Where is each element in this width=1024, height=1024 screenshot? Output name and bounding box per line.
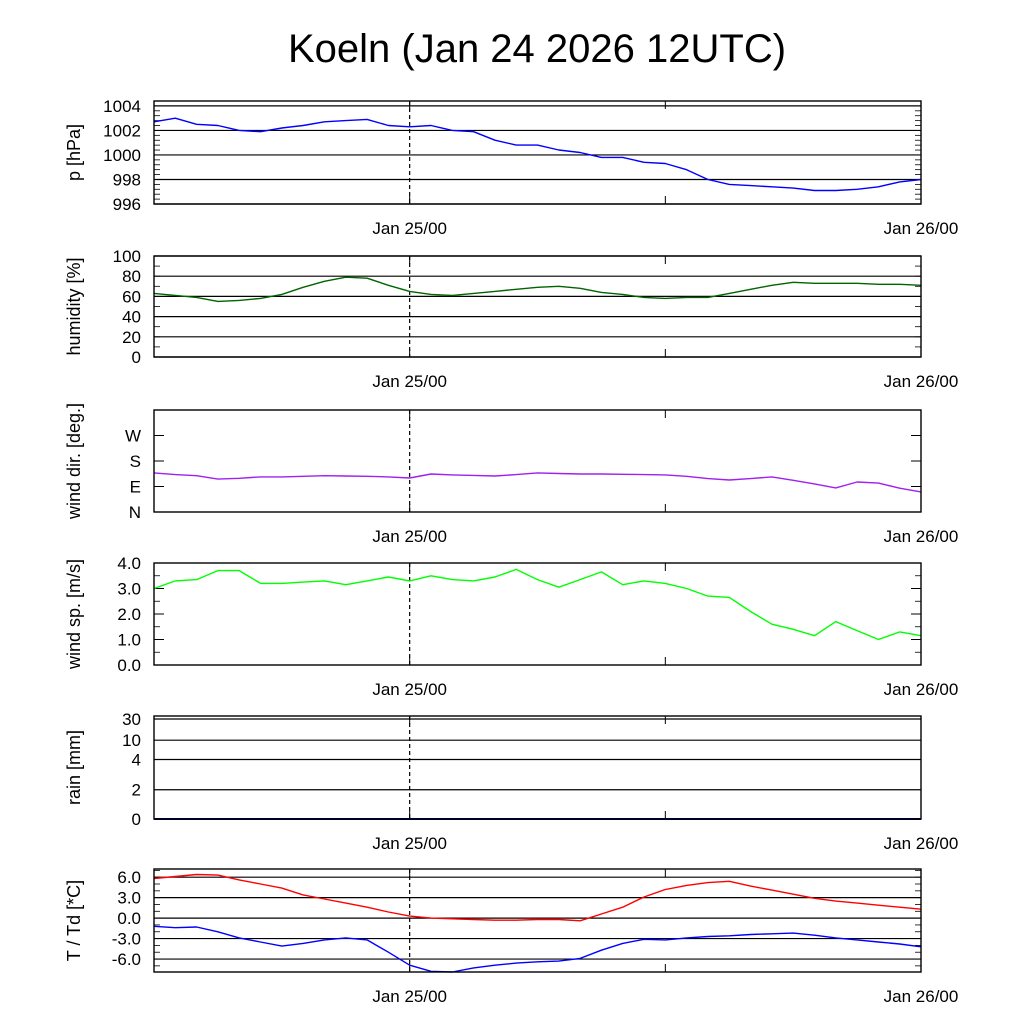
series-line-dewpoint: [153, 925, 922, 973]
series-line-wind-speed: [153, 568, 922, 641]
panel-pressure: 996 998 1000 1002 1004 p [hPa] Jan 25/00 Jan 26…: [64, 97, 958, 238]
panel-wind-speed: 0.0 1.0 2.0 3.0 4.0 wind sp. [m/s] Jan 25/00 Ja…: [64, 554, 958, 699]
y-tick-label: 0: [132, 348, 141, 367]
y-axis-label: humidity [%]: [64, 257, 84, 355]
series-line-humidity: [153, 276, 922, 303]
x-tick-label: Jan 25/00: [372, 219, 447, 238]
y-tick-label: 996: [113, 195, 141, 214]
x-tick-label: Jan 26/00: [884, 372, 959, 391]
chart-title: Koeln (Jan 24 2026 12UTC): [288, 27, 786, 71]
y-tick-label: 30: [122, 710, 141, 729]
y-tick-label: 40: [122, 308, 141, 327]
y-tick-label: 10: [122, 731, 141, 750]
y-tick-label: E: [130, 478, 141, 497]
y-tick-label: 1000: [103, 146, 141, 165]
y-tick-label: 3.0: [117, 889, 141, 908]
x-tick-label: Jan 26/00: [884, 834, 959, 853]
x-tick-label: Jan 26/00: [884, 987, 959, 1006]
series-line-wind-direction: [153, 472, 922, 493]
y-tick-label: 1002: [103, 121, 141, 140]
y-tick-label: W: [125, 427, 141, 446]
panel-temperature: -6.0-3.0 0.03.0 6.0 T / Td [*C] Jan 25/00 Jan…: [64, 868, 958, 1006]
y-tick-label: 2.0: [117, 605, 141, 624]
plot-frame: [153, 100, 922, 205]
series-line-temperature: [153, 873, 922, 922]
plot-frame: [153, 409, 922, 513]
plot-frame: [153, 562, 922, 666]
y-tick-label: N: [129, 503, 141, 522]
y-tick-label: 20: [122, 328, 141, 347]
x-tick-label: Jan 25/00: [372, 834, 447, 853]
y-tick-label: 4: [132, 750, 141, 769]
x-tick-label: Jan 25/00: [372, 680, 447, 699]
y-axis-label: p [hPa]: [64, 124, 84, 181]
y-tick-label: 100: [113, 247, 141, 266]
x-tick-label: Jan 26/00: [884, 680, 959, 699]
y-tick-label: -3.0: [112, 930, 141, 949]
y-axis-label: wind sp. [m/s]: [64, 559, 84, 670]
y-tick-label: 998: [113, 170, 141, 189]
x-tick-label: Jan 25/00: [372, 527, 447, 546]
y-tick-label: 0.0: [117, 656, 141, 675]
y-tick-label: S: [130, 452, 141, 471]
plot-frame: [153, 868, 922, 973]
plot-frame: [153, 255, 922, 358]
x-tick-label: Jan 26/00: [884, 219, 959, 238]
y-tick-label: -6.0: [112, 950, 141, 969]
plot-frame: [153, 715, 922, 820]
y-tick-label: 60: [122, 287, 141, 306]
y-tick-label: 6.0: [117, 868, 141, 887]
y-tick-label: 3.0: [117, 580, 141, 599]
series-line-pressure: [153, 117, 922, 192]
x-tick-label: Jan 25/00: [372, 987, 447, 1006]
y-axis-label: rain [mm]: [64, 730, 84, 805]
y-tick-label: 0.0: [117, 909, 141, 928]
y-tick-label: 1.0: [117, 631, 141, 650]
y-tick-label: 4.0: [117, 554, 141, 573]
y-axis-label: wind dir. [deg.]: [64, 403, 84, 520]
y-tick-label: 2: [132, 781, 141, 800]
x-tick-label: Jan 25/00: [372, 372, 447, 391]
x-tick-label: Jan 26/00: [884, 527, 959, 546]
y-tick-label: 80: [122, 267, 141, 286]
y-axis-label: T / Td [*C]: [64, 880, 84, 961]
panel-rain: 0 2 410 30 rain [mm] Jan 25/00 Jan 26/00: [64, 710, 958, 853]
y-tick-label: 0: [132, 810, 141, 829]
y-tick-label: 1004: [103, 97, 141, 116]
